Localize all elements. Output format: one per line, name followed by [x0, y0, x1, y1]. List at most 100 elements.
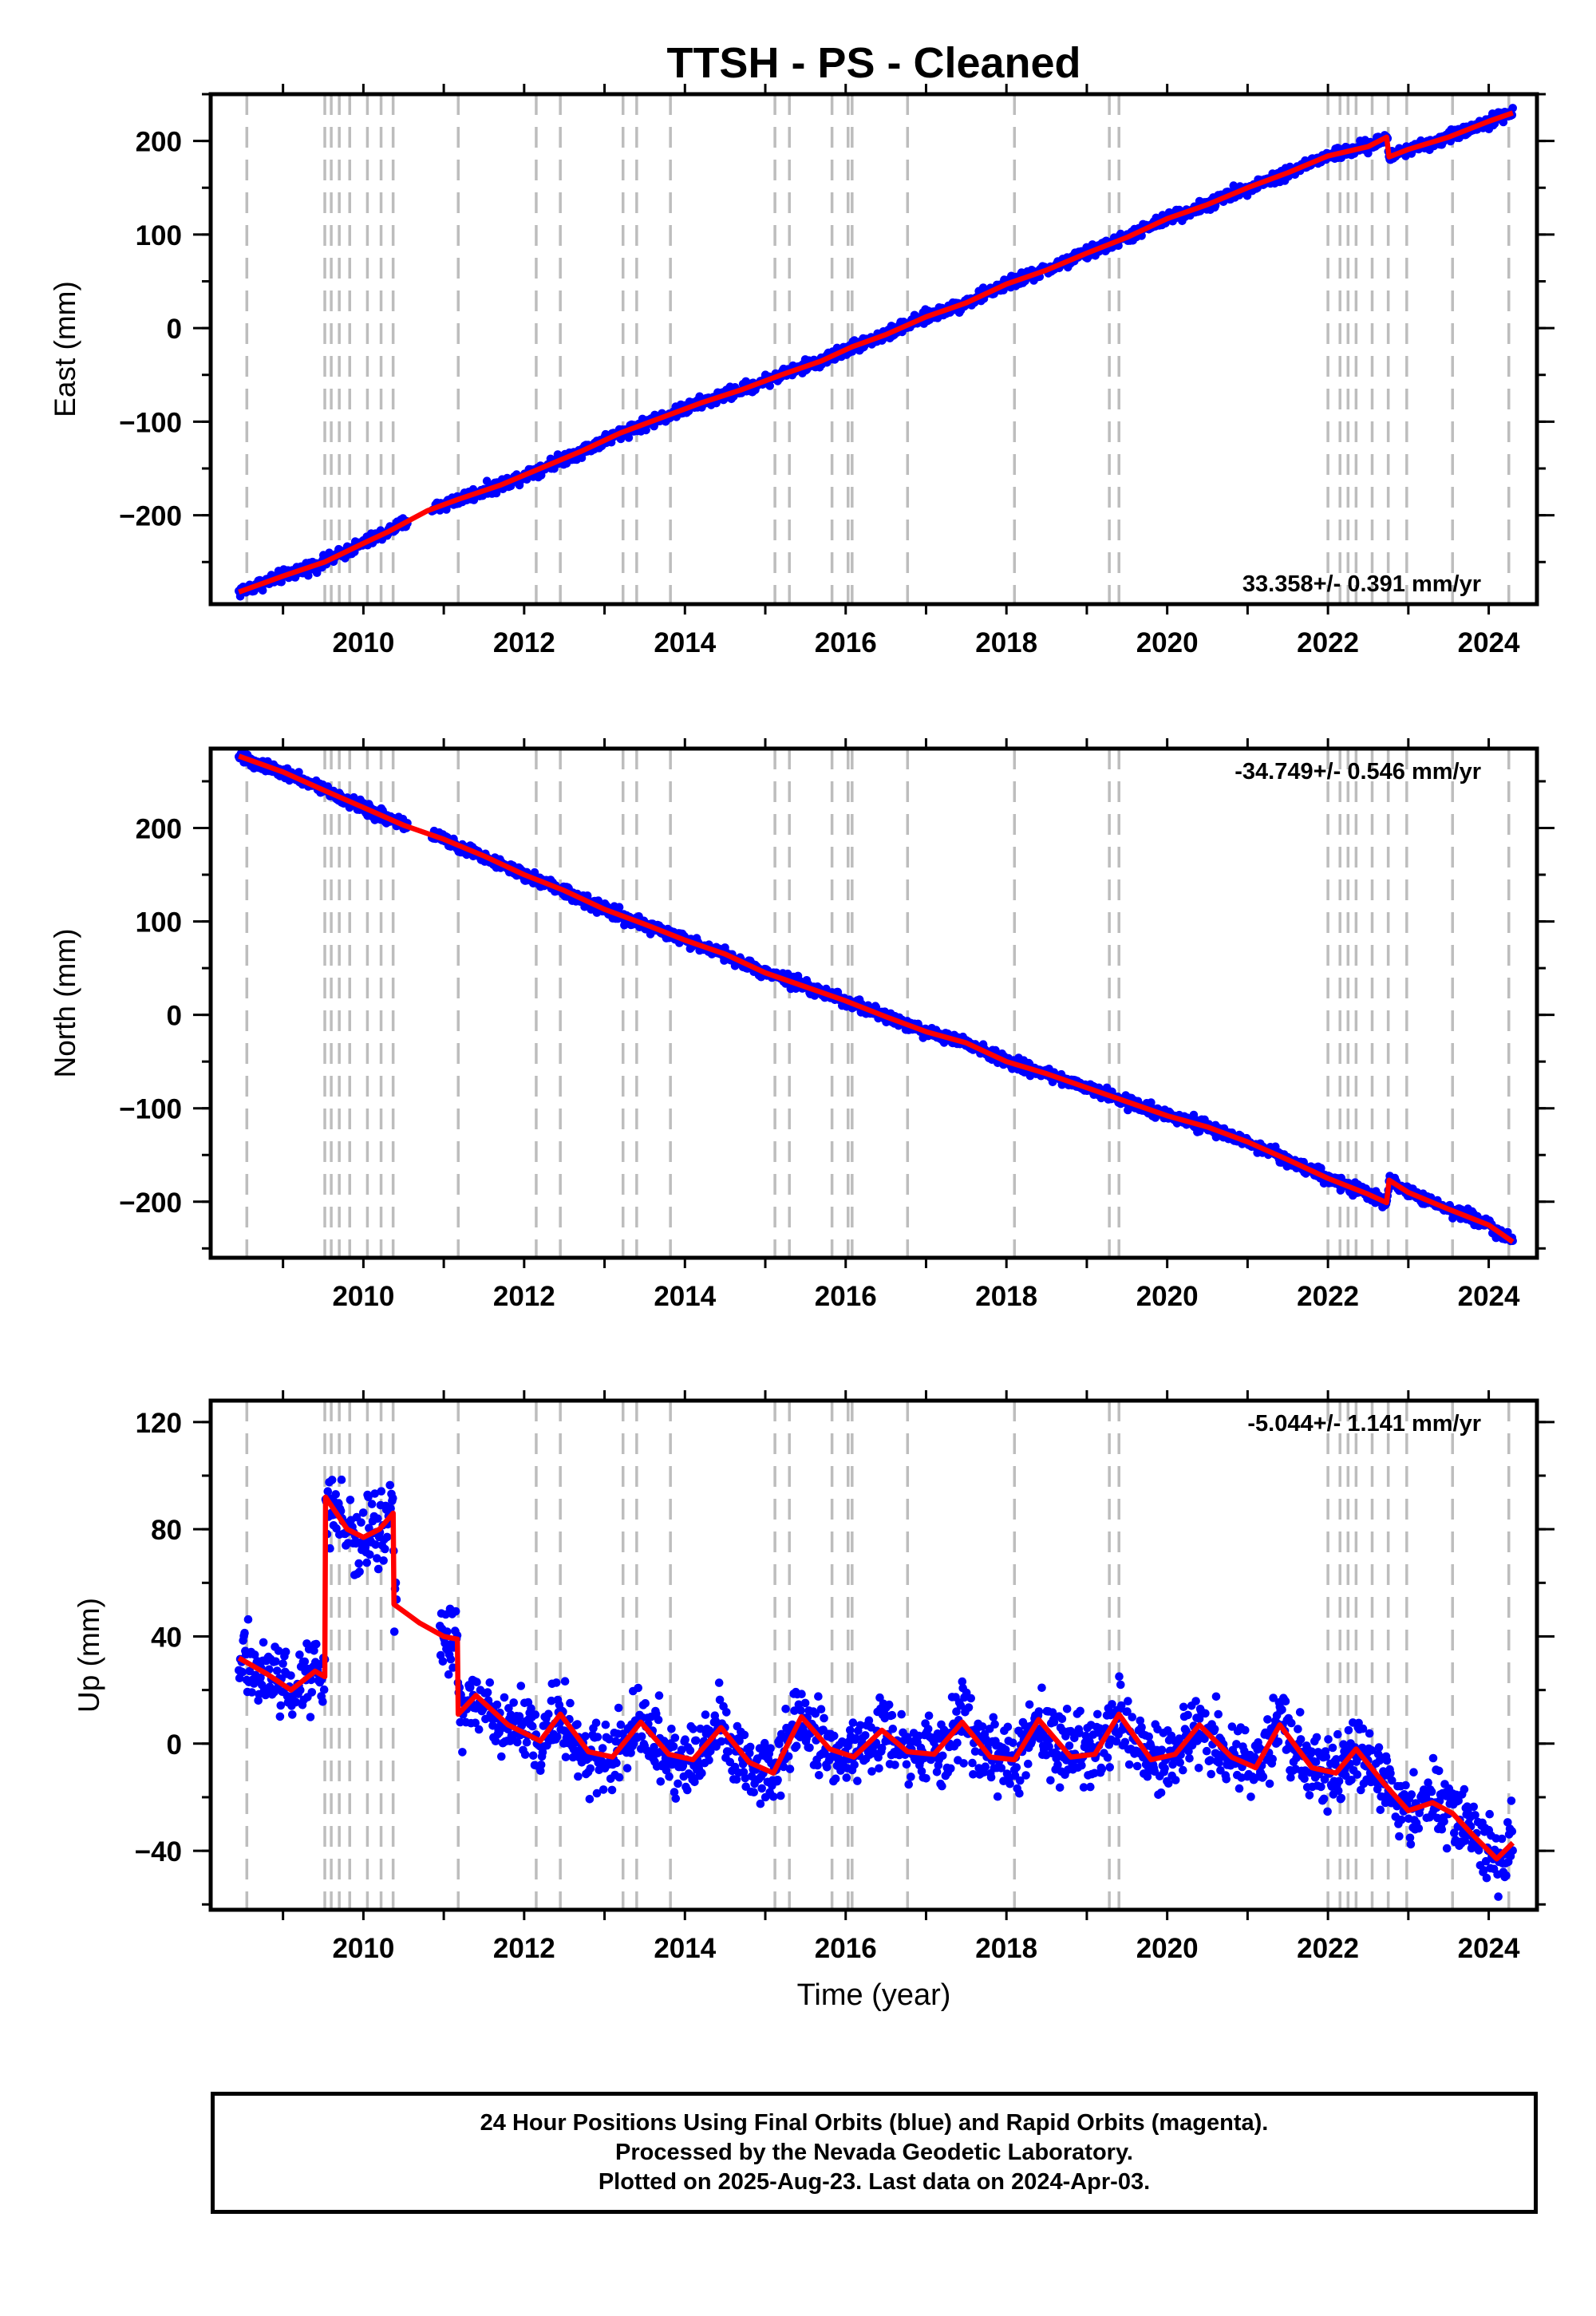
observation-point — [924, 1711, 934, 1721]
observation-point — [1120, 1737, 1130, 1747]
observation-point — [373, 1514, 382, 1524]
observation-point — [458, 1748, 467, 1757]
observation-point — [614, 1773, 624, 1782]
rate-label: 33.358+/- 0.391 mm/yr — [1242, 571, 1481, 597]
y-tick-label: 0 — [167, 314, 182, 345]
observation-point — [382, 1532, 392, 1542]
observation-point — [1093, 1709, 1102, 1719]
observation-point — [1037, 1683, 1046, 1693]
observation-point — [815, 1771, 824, 1780]
observation-point — [585, 1795, 595, 1804]
observation-point — [1171, 1776, 1180, 1784]
observation-point — [1179, 1765, 1187, 1775]
observation-point — [1055, 1783, 1065, 1792]
observation-point — [981, 1762, 990, 1771]
observation-point — [993, 1792, 1002, 1801]
observation-point — [355, 1567, 364, 1576]
observation-point — [641, 1699, 650, 1708]
observation-point — [354, 1559, 364, 1568]
x-tick-label: 2018 — [975, 627, 1037, 658]
observation-point — [683, 1785, 692, 1795]
observation-point — [1077, 1761, 1086, 1770]
rate-label: -34.749+/- 0.546 mm/yr — [1235, 759, 1481, 785]
observation-point — [379, 1556, 388, 1565]
observation-point — [757, 1784, 766, 1793]
observation-point — [842, 1773, 851, 1782]
y-tick-label: 100 — [136, 220, 182, 251]
observation-point — [622, 1764, 632, 1773]
observation-point — [520, 1750, 530, 1759]
step-epoch-lines — [245, 1401, 1511, 1910]
observation-point — [1009, 1738, 1017, 1748]
observation-point — [861, 1731, 870, 1740]
y-tick-label: 100 — [136, 907, 182, 939]
y-tick-label: −200 — [119, 501, 182, 532]
x-tick-label: 2020 — [1136, 627, 1199, 658]
observation-point — [551, 1678, 561, 1687]
observation-point — [1508, 104, 1517, 113]
observation-point — [544, 1709, 553, 1718]
observation-point — [243, 1614, 253, 1624]
observation-point — [593, 1733, 602, 1741]
observation-point — [1015, 1788, 1024, 1798]
observation-point — [451, 1607, 460, 1616]
observation-point — [238, 1667, 247, 1677]
observation-point — [516, 1682, 526, 1690]
observation-point — [389, 1627, 399, 1636]
observation-points — [235, 749, 1517, 1246]
observation-point — [1364, 148, 1373, 158]
observation-point — [1151, 1113, 1160, 1122]
observation-point — [624, 433, 634, 442]
observation-point — [385, 1480, 395, 1490]
observation-point — [853, 1777, 862, 1785]
observation-point — [667, 1725, 676, 1733]
observation-point — [259, 1638, 268, 1647]
observation-point — [1034, 1707, 1044, 1716]
observation-point — [634, 1683, 642, 1693]
observation-point — [654, 1715, 663, 1725]
observation-point — [319, 1685, 329, 1694]
x-tick-label: 2010 — [332, 627, 394, 658]
observation-point — [601, 1720, 610, 1729]
observation-point — [1076, 1706, 1084, 1716]
y-tick-label: −100 — [119, 407, 182, 438]
observation-point — [1144, 1732, 1153, 1741]
observation-point — [1003, 1722, 1013, 1732]
observation-point — [446, 1654, 456, 1664]
observation-point — [1157, 1745, 1167, 1754]
observation-point — [989, 1713, 998, 1722]
observation-point — [674, 1779, 682, 1788]
observation-point — [792, 1741, 801, 1750]
observation-point — [365, 1550, 374, 1559]
observation-point — [816, 1705, 826, 1713]
observation-point — [273, 1666, 282, 1675]
observation-point — [281, 1647, 290, 1657]
observation-point — [286, 1671, 295, 1680]
observation-point — [438, 1657, 448, 1666]
observation-point — [312, 1639, 321, 1649]
observation-point — [848, 1718, 858, 1727]
observation-point — [389, 1493, 397, 1503]
observation-point — [768, 1792, 778, 1801]
observation-point — [938, 1751, 947, 1761]
step-epoch-lines — [245, 94, 1511, 604]
model-line — [238, 110, 1514, 595]
observation-point — [656, 1777, 666, 1786]
observation-point — [875, 1764, 883, 1773]
x-tick-label: 2014 — [654, 1281, 716, 1312]
observation-point — [697, 1769, 706, 1777]
x-tick-label: 2010 — [332, 1281, 394, 1312]
observation-point — [574, 1772, 583, 1781]
observation-point — [1024, 1759, 1033, 1769]
observation-point — [745, 1742, 755, 1752]
panel-3: 2010 2012 2014 2016 2018 2020 2022 2024−4004080… — [73, 1390, 1555, 1964]
x-tick-label: 2024 — [1458, 627, 1520, 658]
observation-point — [1194, 1764, 1203, 1773]
observation-point — [586, 1764, 595, 1773]
observation-point — [714, 1678, 724, 1687]
observation-points — [235, 104, 1517, 601]
y-tick-label: −200 — [119, 1188, 182, 1219]
observation-point — [749, 1788, 758, 1796]
observation-point — [884, 1700, 894, 1709]
